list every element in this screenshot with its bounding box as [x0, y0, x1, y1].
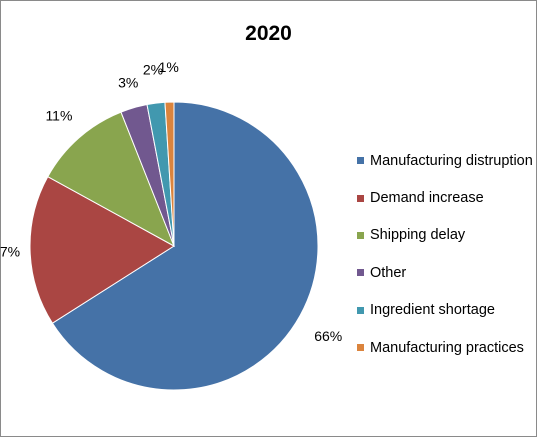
legend-label: Other [370, 264, 407, 281]
chart-title: 2020 [245, 22, 292, 45]
legend-swatch [357, 344, 364, 352]
data-label-demand-increase: 17% [0, 243, 20, 259]
pie-slice-manufacturing-practices [164, 101, 175, 247]
data-label-manufacturing-practices: 1% [159, 59, 179, 75]
legend-swatch [357, 269, 364, 277]
legend: Manufacturing distruption Demand increase… [357, 142, 533, 366]
legend-swatch [357, 157, 364, 165]
legend-label: Ingredient shortage [370, 302, 495, 319]
legend-item-ingredient-shortage: Ingredient shortage [357, 292, 533, 329]
legend-label: Demand increase [370, 190, 484, 207]
legend-swatch [357, 306, 364, 314]
legend-label: Manufacturing distruption [370, 152, 533, 169]
pie-slice-demand-increase [29, 175, 175, 324]
legend-swatch [357, 231, 364, 239]
pie-slice-manufacturing-distruption [51, 101, 319, 391]
legend-item-shipping-delay: Shipping delay [357, 217, 533, 254]
legend-swatch [357, 194, 364, 202]
data-label-shipping-delay: 11% [45, 107, 72, 123]
data-label-other: 3% [118, 75, 138, 91]
legend-item-demand-increase: Demand increase [357, 179, 533, 216]
legend-label: Shipping delay [370, 227, 466, 244]
data-label-ingredient-shortage: 2% [143, 61, 163, 77]
legend-item-manufacturing-practices: Manufacturing practices [357, 329, 533, 366]
data-label-manufacturing-distruption: 66% [314, 328, 342, 344]
legend-label: Manufacturing practices [370, 339, 524, 356]
pie-slice-shipping-delay [47, 111, 175, 248]
legend-item-other: Other [357, 254, 533, 291]
legend-item-manufacturing-distruption: Manufacturing distruption [357, 142, 533, 179]
